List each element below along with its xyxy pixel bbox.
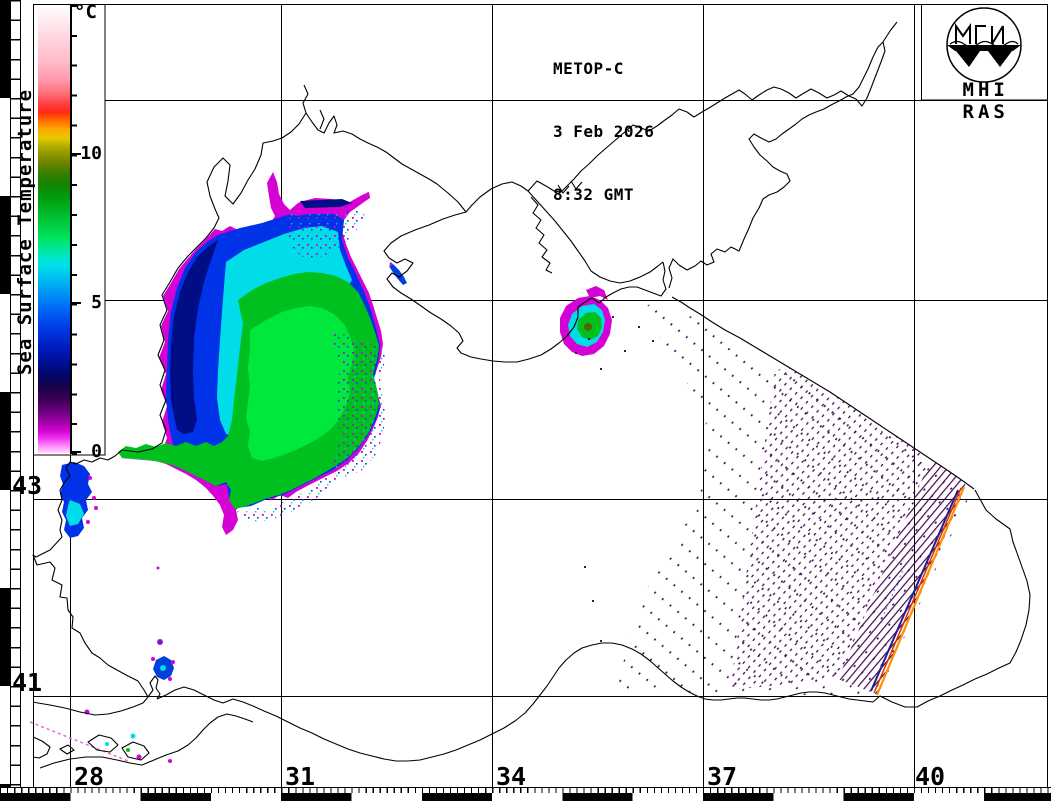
colorbar-label-5: 5 [91, 292, 102, 313]
lat-label-41: 41 [12, 668, 43, 697]
colorbar-tick-0 [72, 451, 81, 453]
colorbar-unit: °C [74, 1, 97, 23]
colorbar-minor-ticks [72, 5, 77, 455]
lon-label-34: 34 [496, 762, 527, 791]
lon-label-40: 40 [915, 762, 946, 791]
left-ruler-ticks [11, 0, 21, 788]
lat-label-43: 43 [12, 471, 43, 500]
bottom-ruler-coarse [0, 793, 1051, 801]
lon-label-28: 28 [74, 762, 105, 791]
colorbar-label-0: 0 [91, 441, 102, 462]
lon-label-37: 37 [707, 762, 738, 791]
lon-label-31: 31 [285, 762, 316, 791]
colorbar-tick-5 [72, 302, 81, 304]
logo-box [921, 4, 1048, 101]
mhi-emblem-icon [946, 7, 1022, 83]
sst-field [60, 172, 612, 763]
bottom-ruler-ticks [0, 787, 1051, 794]
header-block: METOP-C 3 Feb 2026 8:32 GMT [553, 16, 654, 226]
satellite-name: METOP-C [553, 59, 624, 78]
colorbar-tick-10 [72, 153, 81, 155]
logo-caption: MHI RAS [962, 79, 1009, 123]
acquisition-time: 8:32 GMT [553, 185, 635, 204]
colorbar-axis [70, 5, 72, 454]
swath-dots [575, 298, 974, 697]
swath-edge-lines [870, 486, 966, 696]
acquisition-date: 3 Feb 2026 [553, 122, 655, 141]
colorbar-label-10: 10 [80, 143, 102, 164]
colorbar-gradient [38, 5, 70, 453]
colorbar-title: Sea Surface Temperature [14, 88, 36, 376]
coastline [32, 21, 1031, 769]
left-ruler-coarse [0, 0, 11, 788]
